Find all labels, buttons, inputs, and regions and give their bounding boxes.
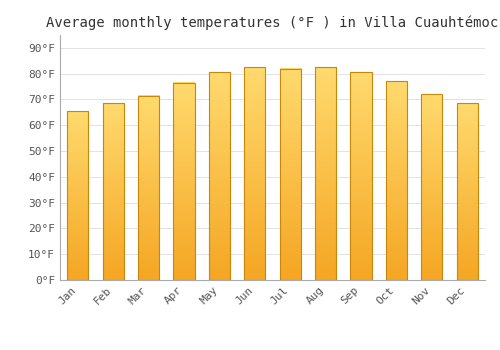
Bar [102, 103, 124, 280]
Bar [386, 82, 407, 280]
Bar [421, 94, 442, 280]
Bar [456, 103, 478, 280]
Bar [315, 67, 336, 280]
Title: Average monthly temperatures (°F ) in Villa Cuauhtémoc: Average monthly temperatures (°F ) in Vi… [46, 15, 498, 30]
Bar [350, 72, 372, 280]
Bar [174, 83, 195, 280]
Bar [67, 111, 88, 280]
Bar [209, 72, 230, 280]
Bar [280, 69, 301, 280]
Bar [138, 96, 159, 280]
Bar [244, 67, 266, 280]
